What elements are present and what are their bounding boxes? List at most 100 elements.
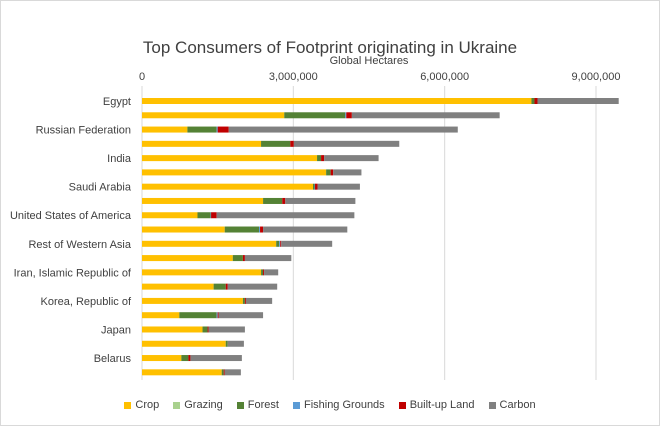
bar-segment-forest: [261, 140, 291, 147]
bar-segment-crop: [142, 98, 532, 104]
bar-segment-fishing-grounds: [345, 112, 347, 119]
bar-segment-carbon: [537, 98, 619, 104]
legend-label: Carbon: [499, 399, 536, 411]
y-tick-label: Belarus: [94, 353, 132, 365]
bar-segment-crop: [142, 169, 327, 176]
bar-segment-carbon: [264, 269, 279, 276]
legend: Crop Grazing Forest Fishing Grounds Built-up…: [0, 399, 660, 411]
legend-swatch: [173, 401, 181, 409]
x-tick-label: 6,000,000: [420, 71, 469, 83]
y-tick-label: Korea, Republic of: [41, 296, 132, 308]
legend-swatch: [292, 401, 300, 409]
bar-segment-carbon: [208, 326, 245, 333]
bar-segment-forest: [197, 212, 211, 219]
bar-segment-carbon: [227, 283, 278, 290]
y-tick-label: India: [107, 153, 132, 165]
bar-segment-fishing-grounds: [279, 240, 281, 247]
bar-segment-carbon: [293, 140, 400, 147]
bar-segment-crop: [142, 140, 262, 147]
bar-segment-built-up-land: [290, 140, 294, 147]
bar-segment-built-up-land: [534, 98, 538, 104]
bar-segment-built-up-land: [217, 312, 219, 319]
bar-segment-carbon: [244, 255, 292, 262]
bar-segment-fishing-grounds: [314, 183, 316, 190]
bar-segment-carbon: [263, 226, 348, 233]
bar-segment-built-up-land: [242, 255, 245, 262]
bar-segment-crop: [142, 112, 285, 119]
bar-segment-carbon: [216, 212, 355, 219]
bar-segment-forest: [263, 197, 283, 204]
bar-segment-built-up-land: [280, 240, 282, 247]
bar-segment-forest: [284, 112, 346, 119]
bar-segment-forest: [224, 226, 260, 233]
bar-segment-built-up-land: [346, 112, 352, 119]
y-tick-label: Egypt: [103, 96, 131, 108]
y-tick-label: Iran, Islamic Republic of: [14, 267, 132, 279]
bar-segment-crop: [142, 297, 243, 304]
bar-segment-carbon: [317, 183, 360, 190]
bar-segment-built-up-land: [282, 197, 286, 204]
bar-segment-built-up-land: [217, 126, 229, 133]
bar-segment-forest: [317, 155, 322, 162]
bar-segment-carbon: [218, 312, 264, 319]
bar-segment-built-up-land: [188, 355, 191, 362]
bar-segment-fishing-grounds: [216, 312, 218, 319]
bar-segment-forest: [242, 297, 245, 304]
legend-item: Carbon: [488, 399, 536, 411]
bar-segment-forest: [232, 255, 243, 262]
legend-item: Built-up Land: [398, 399, 475, 411]
bar-segment-crop: [142, 269, 262, 276]
bar-segment-forest: [261, 269, 264, 276]
x-tick-label: 9,000,000: [572, 71, 621, 83]
bar-segment-built-up-land: [263, 269, 265, 276]
bar-segment-forest: [181, 355, 189, 362]
legend-label: Built-up Land: [409, 399, 475, 411]
bar-segment-carbon: [324, 155, 379, 162]
bar-segment-crop: [142, 355, 182, 362]
bar-segment-crop: [142, 326, 203, 333]
legend-item: Crop: [124, 399, 159, 411]
bar-segment-crop: [142, 126, 188, 133]
chart-title: Top Consumers of Footprint originating i…: [142, 38, 518, 57]
bar-segment-forest: [221, 369, 224, 376]
bar-segment-carbon: [227, 340, 244, 347]
bar-segment-crop: [142, 155, 318, 162]
legend-label: Grazing: [184, 399, 223, 411]
bar-segment-fishing-grounds: [259, 226, 261, 233]
bar-segment-built-up-land: [330, 169, 334, 176]
bar-segment-carbon: [224, 369, 241, 376]
legend-label: Crop: [135, 399, 160, 411]
x-tick-label: 3,000,000: [269, 71, 318, 83]
bar-segment-built-up-land: [207, 326, 209, 333]
bar-segment-built-up-land: [260, 226, 264, 233]
bar-segment-carbon: [333, 169, 362, 176]
bar-segment-crop: [142, 212, 198, 219]
legend-swatch: [488, 401, 496, 409]
bar-segment-crop: [142, 197, 264, 204]
bar-segment-crop: [142, 340, 226, 347]
legend-swatch: [236, 401, 244, 409]
legend-label: Forest: [247, 399, 279, 411]
legend-item: Fishing Grounds: [292, 399, 385, 411]
bar-segment-built-up-land: [321, 155, 325, 162]
bar-segment-crop: [142, 240, 277, 247]
bar-segment-fishing-grounds: [216, 126, 218, 133]
legend-label: Fishing Grounds: [303, 399, 385, 411]
y-tick-label: Russian Federation: [36, 125, 131, 137]
bar-segment-fishing-grounds: [210, 212, 212, 219]
legend-item: Grazing: [173, 399, 223, 411]
bar-segment-built-up-land: [244, 297, 246, 304]
bar-segment-carbon: [281, 240, 333, 247]
y-tick-label: Rest of Western Asia: [28, 239, 131, 251]
bar-segment-crop: [142, 255, 233, 262]
bar-segment-forest: [326, 169, 331, 176]
bar-segment-carbon: [285, 197, 356, 204]
bar-segment-forest: [531, 98, 535, 104]
y-tick-label: Saudi Arabia: [69, 182, 132, 194]
bar-segment-forest: [187, 126, 217, 133]
x-tick-label: 0: [139, 71, 145, 83]
y-tick-label: United States of America: [10, 210, 132, 222]
bar-segment-forest: [202, 326, 208, 333]
y-tick-label: Japan: [101, 324, 131, 336]
